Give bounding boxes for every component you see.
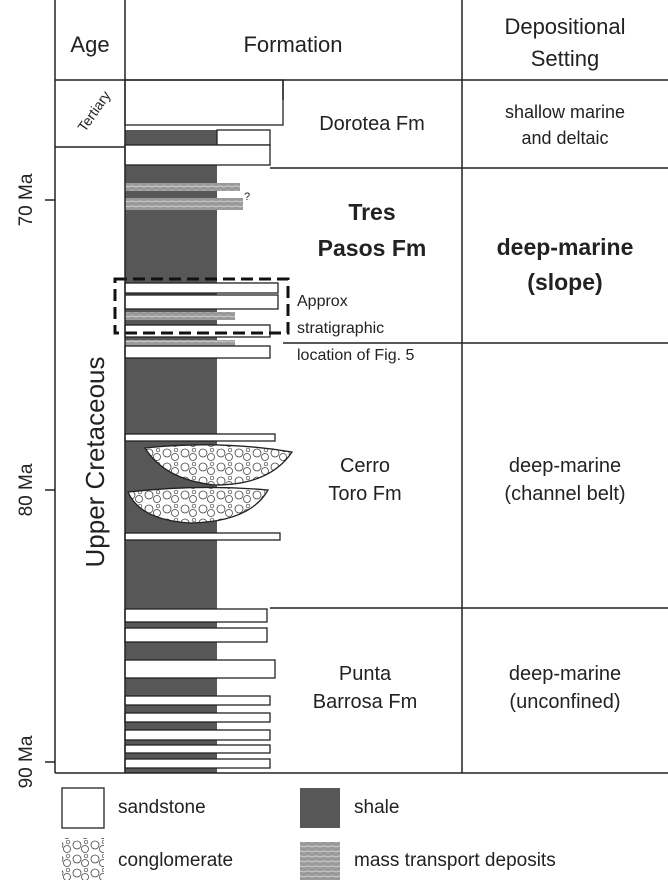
legend-label: shale bbox=[354, 797, 399, 818]
stratigraphic-column: Age Formation Depositional Setting Terti… bbox=[0, 0, 668, 883]
formation-name: Dorotea Fm bbox=[319, 113, 425, 135]
annotation: location of Fig. 5 bbox=[297, 347, 415, 364]
columns bbox=[115, 80, 292, 773]
setting: (channel belt) bbox=[504, 483, 625, 505]
formation-name: Tres bbox=[348, 199, 395, 225]
setting: and deltaic bbox=[521, 128, 608, 148]
formation-name: Toro Fm bbox=[328, 483, 401, 505]
header-age: Age bbox=[70, 32, 109, 57]
legend-label: mass transport deposits bbox=[354, 850, 556, 871]
formation-name: Punta bbox=[339, 663, 392, 685]
setting: deep-marine bbox=[509, 663, 621, 685]
setting: shallow marine bbox=[505, 102, 625, 122]
annotation: Approx bbox=[297, 293, 348, 310]
age-tick: 70 Ma bbox=[16, 173, 37, 226]
formation-name: Barrosa Fm bbox=[313, 691, 417, 713]
header-setting: Depositional bbox=[504, 14, 625, 39]
formation-name: Pasos Fm bbox=[318, 235, 427, 261]
setting: (slope) bbox=[527, 269, 602, 295]
age-tick: 80 Ma bbox=[16, 463, 37, 516]
setting: (unconfined) bbox=[509, 691, 620, 713]
age-tick: 90 Ma bbox=[16, 735, 37, 788]
query-mark: ? bbox=[244, 191, 250, 203]
age-upper-cretaceous: Upper Cretaceous bbox=[80, 357, 110, 568]
legend-label: sandstone bbox=[118, 797, 206, 818]
header-formation: Formation bbox=[243, 32, 342, 57]
legend: sandstone shale conglomerate mass transp… bbox=[62, 788, 556, 880]
header-setting: Setting bbox=[531, 46, 600, 71]
annotation: stratigraphic bbox=[297, 320, 384, 337]
formation-name: Cerro bbox=[340, 455, 390, 477]
age-tertiary: Tertiary bbox=[74, 88, 113, 135]
setting: deep-marine bbox=[509, 455, 621, 477]
setting: deep-marine bbox=[497, 234, 634, 260]
legend-label: conglomerate bbox=[118, 850, 233, 871]
